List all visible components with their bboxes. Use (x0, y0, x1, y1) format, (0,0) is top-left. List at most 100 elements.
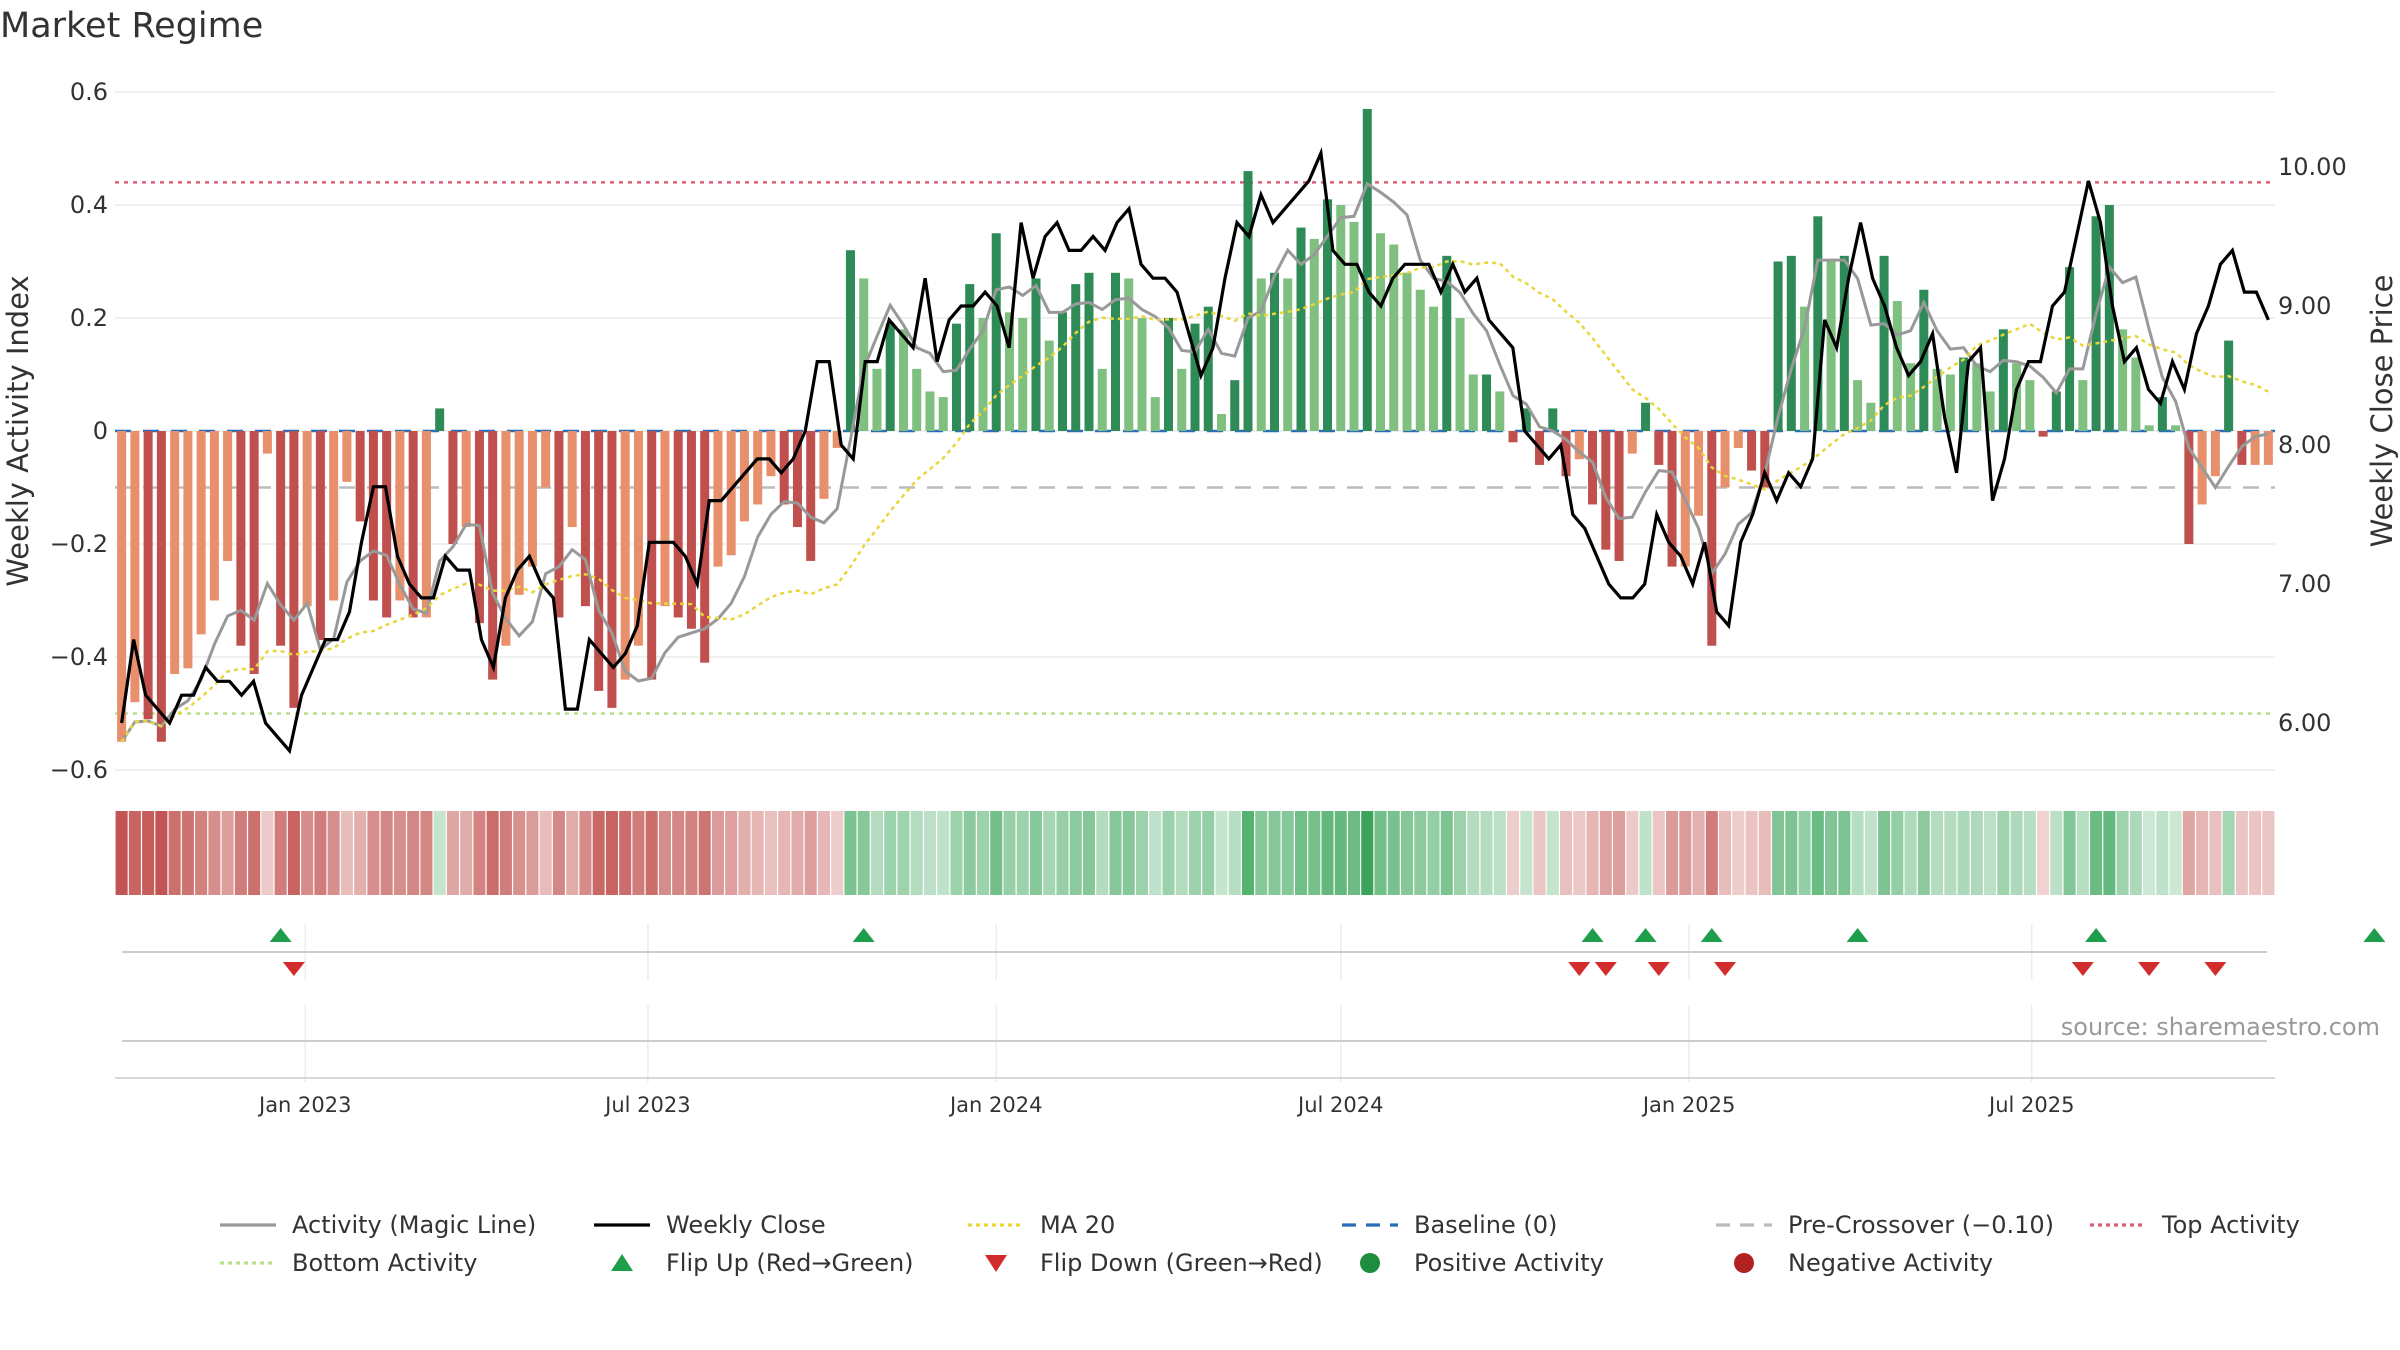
flip-down-marker (282, 962, 305, 976)
activity-bar (951, 323, 961, 431)
activity-bar (1866, 402, 1876, 431)
heat-cell (2116, 811, 2129, 895)
heat-cell (261, 811, 274, 895)
activity-bar (1150, 397, 1160, 431)
heat-cell (2196, 811, 2209, 895)
heat-cell (1096, 811, 1109, 895)
heat-cell (1719, 811, 1732, 895)
heat-cell (2156, 811, 2169, 895)
heat-cell (910, 811, 923, 895)
activity-bar (1018, 318, 1028, 431)
activity-bar (2210, 431, 2220, 477)
heat-cell (1560, 811, 1573, 895)
x-tick-label: Jul 2023 (603, 1093, 690, 1117)
activity-bar (1283, 278, 1293, 431)
activity-bar (607, 431, 617, 708)
heat-cell (1255, 811, 1268, 895)
heat-cell (857, 811, 870, 895)
heat-cell (1798, 811, 1811, 895)
legend-swatch (611, 1254, 633, 1271)
heat-cell (698, 811, 711, 895)
activity-bar (1376, 233, 1386, 431)
activity-bar (1800, 306, 1810, 431)
heat-cell (1613, 811, 1626, 895)
activity-bar (1720, 431, 1730, 488)
heat-cell (1162, 811, 1175, 895)
heat-cell (1599, 811, 1612, 895)
heat-cell (1188, 811, 1202, 895)
activity-bar (1641, 402, 1651, 431)
legend-label: MA 20 (1040, 1211, 1115, 1239)
activity-bar (1627, 431, 1637, 454)
x-tick-label: Jan 2024 (948, 1093, 1043, 1117)
heat-cell (791, 811, 804, 895)
heat-cell (1825, 811, 1838, 895)
heat-cell (619, 811, 632, 895)
legend-label: Weekly Close (666, 1211, 826, 1239)
legend-label: Bottom Activity (292, 1249, 477, 1277)
activity-bar (1760, 431, 1770, 488)
activity-bar (1468, 374, 1478, 431)
heat-cell (2169, 811, 2182, 895)
heat-cell (354, 811, 367, 895)
activity-bar (912, 368, 922, 431)
heat-cell (778, 811, 791, 895)
ma20-line (120, 259, 2269, 743)
flip-down-marker (1714, 962, 1737, 976)
activity-bar (302, 431, 312, 607)
heat-cell (1016, 811, 1029, 895)
heat-cell (1480, 811, 1493, 895)
activity-bar (1004, 312, 1014, 431)
activity-bar (1243, 171, 1253, 431)
activity-bar (1906, 363, 1916, 431)
heat-cell (2050, 811, 2063, 895)
heat-cell (1692, 811, 1705, 895)
x-tick-label: Jul 2024 (1296, 1093, 1383, 1117)
activity-bar (819, 431, 829, 499)
activity-bar (1137, 318, 1147, 431)
activity-bar (792, 431, 802, 528)
y-axis-left: 0.6 0.4 0.2 0 −0.2 −0.4 −0.6 Weekly Activity In… (1, 78, 108, 784)
flip-up-marker (1634, 928, 1657, 942)
heat-cell (1122, 811, 1135, 895)
activity-bar (368, 431, 378, 601)
heat-cell (195, 811, 208, 895)
activity-bar (2131, 357, 2141, 431)
heat-cell (367, 811, 380, 895)
heat-cell (1467, 811, 1480, 895)
heat-cell (1679, 811, 1692, 895)
heat-cell (645, 811, 658, 895)
y2-tick-label: 9.00 (2278, 292, 2331, 320)
activity-bar (1084, 272, 1094, 431)
heat-cell (2023, 811, 2036, 895)
activity-bar (1309, 238, 1319, 431)
activity-bar (1044, 340, 1054, 431)
activity-bar (1031, 278, 1041, 431)
chart-title: Market Regime (0, 6, 264, 46)
heat-cell (1520, 811, 1533, 895)
heat-cell (1281, 811, 1294, 895)
activity-bar (1336, 205, 1346, 431)
activity-bar (2091, 216, 2101, 431)
activity-bar (1747, 431, 1757, 471)
heat-cell (804, 811, 817, 895)
activity-bar (1892, 301, 1902, 431)
activity-bar (1429, 306, 1439, 431)
heat-cell (1970, 811, 1983, 895)
activity-bar (633, 431, 643, 646)
y-tick-label: −0.2 (50, 530, 108, 558)
activity-bar (1071, 284, 1081, 431)
flip-down-marker (2071, 962, 2094, 976)
activity-bar (315, 431, 325, 641)
heat-cell (526, 811, 539, 895)
activity-bar (1124, 278, 1134, 431)
heat-cell (1864, 811, 1877, 895)
activity-bar (1389, 244, 1399, 431)
activity-bar (859, 278, 869, 431)
y-tick-label: 0.6 (70, 78, 108, 106)
heat-cell (1029, 811, 1043, 895)
activity-bar (196, 431, 206, 635)
activity-bar (1110, 272, 1120, 431)
heat-cell (248, 811, 261, 895)
